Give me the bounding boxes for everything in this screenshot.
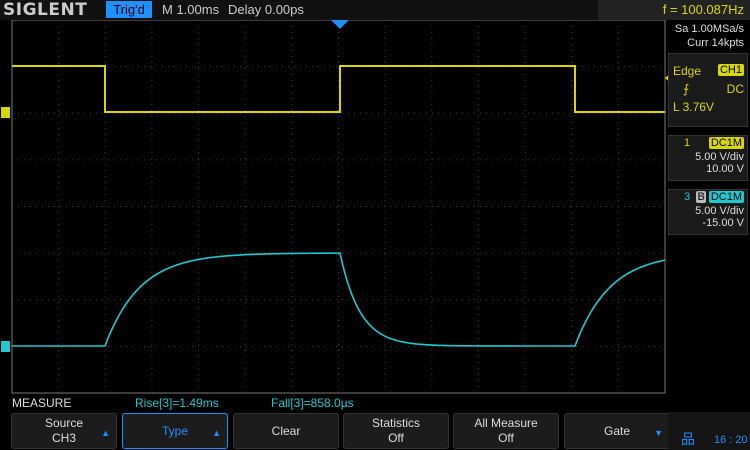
button-label: Clear bbox=[271, 423, 301, 438]
button-value: CH3 bbox=[51, 431, 76, 445]
delay[interactable]: Delay 0.00ps bbox=[228, 2, 304, 17]
channel-3-trace bbox=[12, 252, 666, 347]
button-label: All Measure bbox=[474, 416, 538, 430]
channel-number: 1 bbox=[684, 137, 691, 149]
button-label: Type bbox=[161, 423, 188, 438]
channel-offset: -15.00 V bbox=[702, 217, 744, 229]
memory-depth: Curr 14kpts bbox=[687, 37, 744, 49]
channel-3-panel[interactable]: 3 DC1M B 5.00 V/div -15.00 V bbox=[668, 189, 748, 235]
gate-button[interactable]: Gate ▼ bbox=[564, 413, 670, 449]
fall-time-measurement: Fall[3]=858.0µs bbox=[271, 396, 354, 410]
statistics-button[interactable]: Statistics Off bbox=[343, 413, 449, 449]
clock: 16 : 20 bbox=[714, 434, 748, 446]
measure-title: MEASURE bbox=[12, 396, 72, 410]
arrow-up-icon: ▲ bbox=[101, 428, 110, 438]
trigger-panel[interactable]: Edge CH1 ⨍ DC L 3.76V bbox=[668, 53, 748, 127]
channel-1-marker bbox=[1, 107, 10, 118]
lan-icon: 品 bbox=[681, 431, 695, 447]
top-bar: SIGLENT Trig'd M 1.00ms Delay 0.00ps f =… bbox=[0, 0, 750, 20]
channel-3-marker bbox=[1, 341, 10, 352]
button-label: Source bbox=[44, 416, 84, 430]
frequency-counter: f = 100.087Hz bbox=[598, 0, 750, 20]
channel-1-panel[interactable]: 1 DC1M 5.00 V/div 10.00 V bbox=[668, 135, 748, 181]
trigger-position-marker bbox=[331, 20, 349, 29]
channel-number: 3 bbox=[684, 191, 691, 203]
channel-1-trace bbox=[12, 65, 665, 113]
all-measure-button[interactable]: All Measure Off bbox=[453, 413, 559, 449]
trigger-level: L 3.76V bbox=[673, 100, 714, 114]
button-label: Gate bbox=[603, 423, 630, 438]
channel-offset: 10.00 V bbox=[706, 163, 744, 175]
acquisition-info: Sa 1.00MSa/s Curr 14kpts bbox=[667, 22, 750, 50]
trigger-status: Trig'd bbox=[106, 1, 152, 18]
type-button[interactable]: Type ▲ bbox=[122, 413, 228, 449]
button-value: Off bbox=[498, 431, 514, 445]
arrow-up-icon: ▲ bbox=[212, 428, 221, 438]
clear-button[interactable]: Clear bbox=[233, 413, 339, 449]
source-button[interactable]: Source CH3 ▲ bbox=[11, 413, 117, 449]
rising-edge-icon: ⨍ bbox=[683, 82, 690, 96]
channel-scale: 5.00 V/div bbox=[695, 151, 744, 163]
button-value: Off bbox=[388, 431, 404, 445]
trigger-source: CH1 bbox=[717, 64, 744, 76]
channel-coupling: DC1M bbox=[708, 137, 744, 149]
channel-scale: 5.00 V/div bbox=[695, 205, 744, 217]
status-area: 品 16 : 20 bbox=[668, 412, 750, 450]
trigger-coupling: DC bbox=[726, 82, 744, 96]
button-label: Statistics bbox=[371, 416, 420, 430]
arrow-down-icon: ▼ bbox=[654, 428, 663, 438]
brand-logo: SIGLENT bbox=[3, 0, 88, 20]
channel-coupling: DC1M bbox=[708, 191, 744, 203]
sample-rate: Sa 1.00MSa/s bbox=[674, 23, 744, 35]
rise-time-measurement: Rise[3]=1.49ms bbox=[135, 396, 219, 410]
trigger-type: Edge bbox=[673, 64, 702, 78]
bandwidth-limit-icon: B bbox=[696, 191, 706, 203]
timebase[interactable]: M 1.00ms bbox=[162, 2, 220, 17]
